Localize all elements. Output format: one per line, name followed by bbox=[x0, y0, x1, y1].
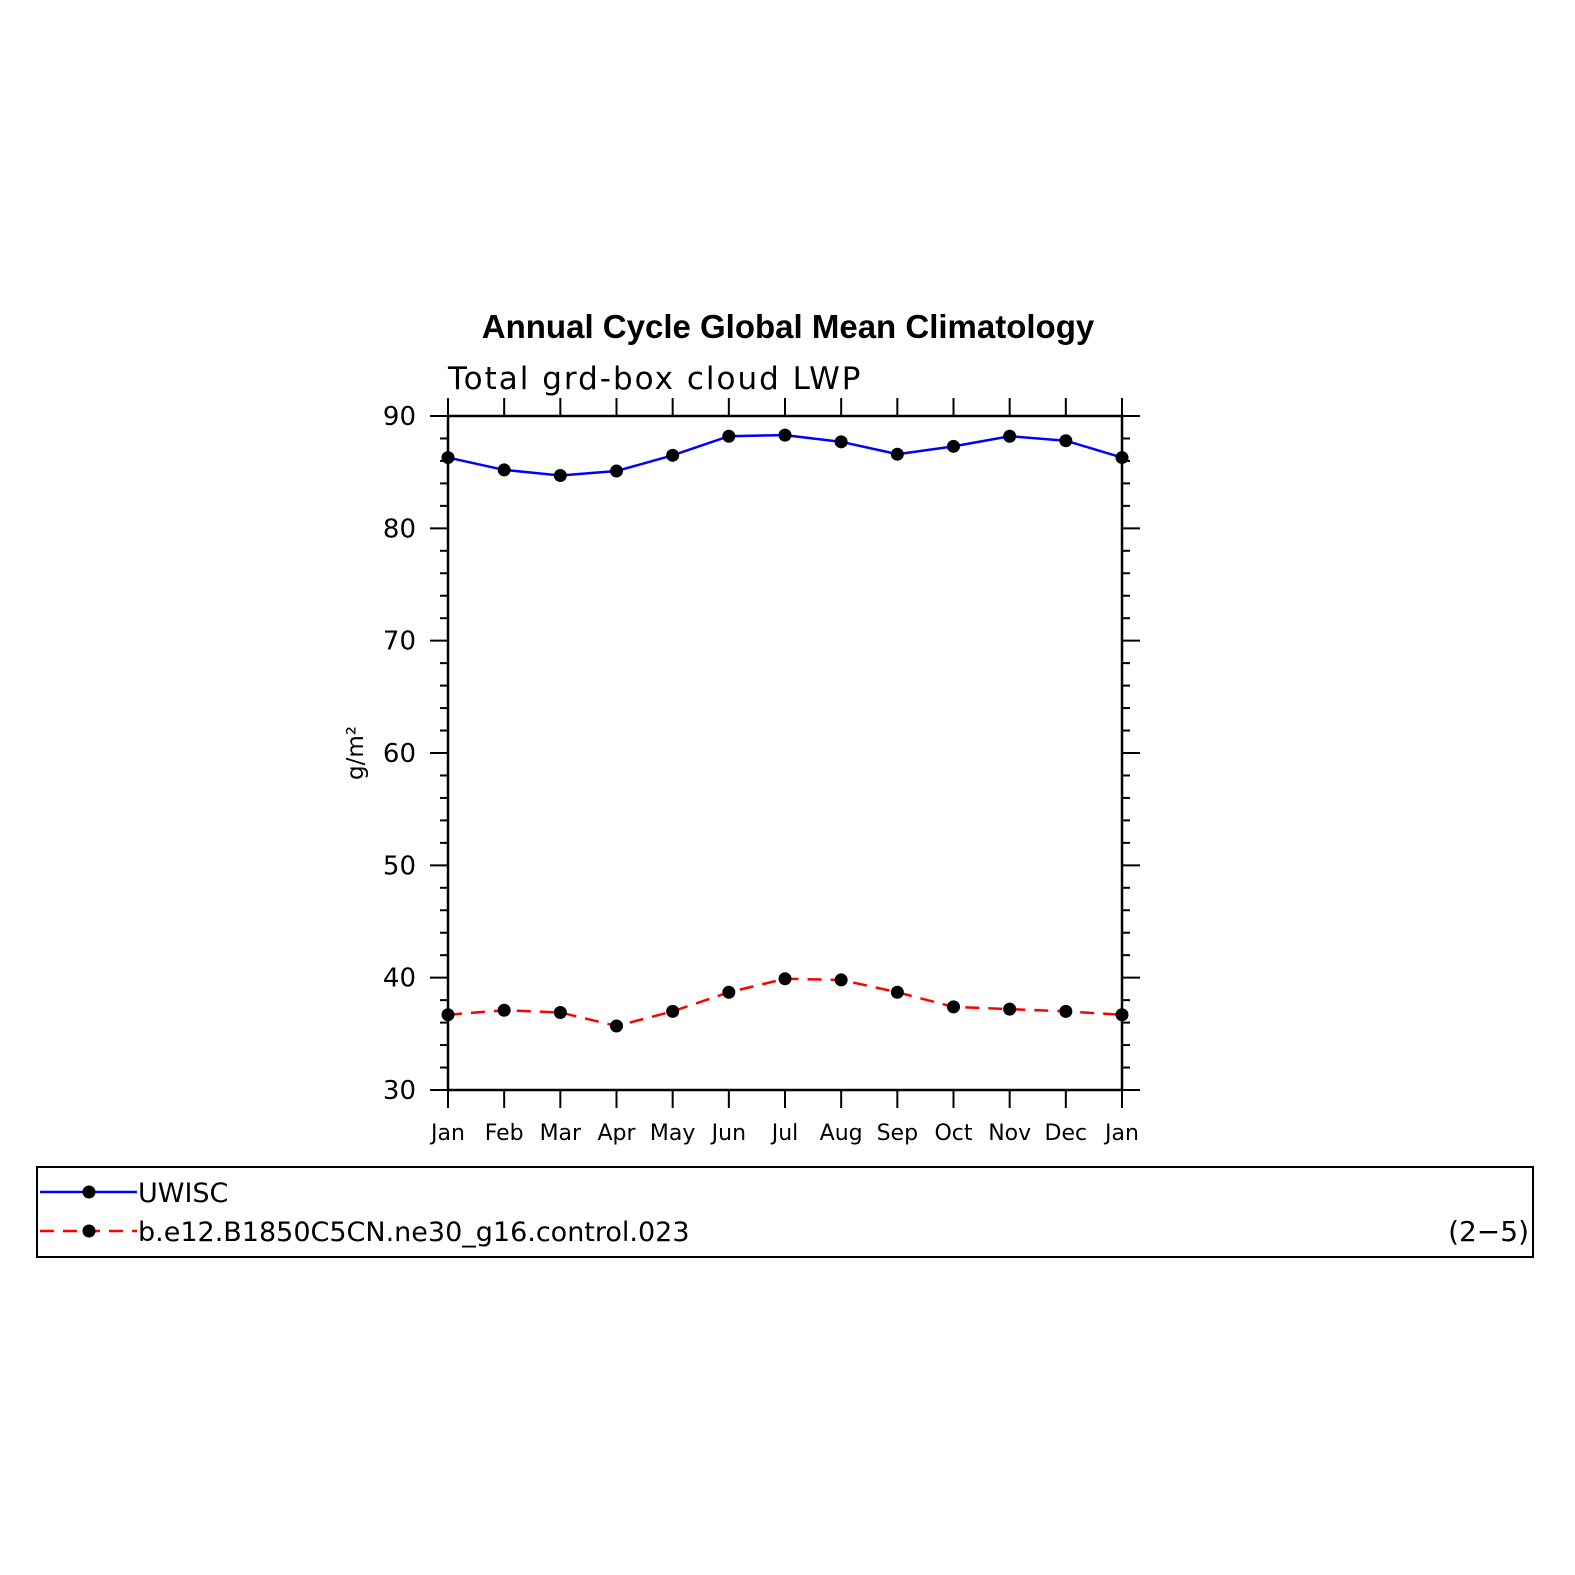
data-point-series-1 bbox=[1059, 434, 1073, 448]
x-tick-label: Jun bbox=[710, 1121, 746, 1146]
legend-label-2: b.e12.B1850C5CN.ne30_g16.control.023 bbox=[138, 1217, 690, 1248]
x-axis: Jan Feb Mar Apr May Jun Jul Aug Sep Oct Nov Dec Jan bbox=[429, 398, 1139, 1146]
data-point-series-2 bbox=[1115, 1008, 1129, 1022]
chart-title: Annual Cycle Global Mean Climatology bbox=[482, 308, 1095, 345]
data-point-series-1 bbox=[890, 447, 904, 461]
data-point-series-2 bbox=[441, 1008, 455, 1022]
data-point-series-2 bbox=[553, 1005, 567, 1019]
y-tick-label: 30 bbox=[383, 1076, 416, 1106]
x-tick-label: May bbox=[650, 1121, 695, 1146]
series-line-2 bbox=[447, 977, 1123, 1028]
data-point-series-1 bbox=[497, 463, 511, 477]
x-tick-label: Aug bbox=[820, 1121, 863, 1146]
data-point-series-1 bbox=[722, 429, 736, 443]
plot-frame bbox=[446, 414, 1124, 1092]
plot-border bbox=[446, 414, 1124, 1092]
legend-label-1: UWISC bbox=[138, 1178, 228, 1209]
data-point-series-1 bbox=[441, 451, 455, 465]
data-point-series-1 bbox=[834, 435, 848, 449]
data-point-series-2 bbox=[722, 985, 736, 999]
x-tick-label: Mar bbox=[540, 1121, 582, 1146]
data-point-series-1 bbox=[553, 469, 567, 483]
x-tick-label: Jul bbox=[770, 1121, 799, 1146]
x-tick-label: Jan bbox=[1103, 1121, 1139, 1146]
y-tick-label: 60 bbox=[383, 739, 416, 769]
legend-marker-2 bbox=[82, 1224, 96, 1238]
chart-subtitle: Total grd-box cloud LWP bbox=[447, 361, 862, 397]
data-point-series-2 bbox=[666, 1004, 680, 1018]
data-point-series-1 bbox=[610, 464, 623, 478]
data-point-series-2 bbox=[778, 972, 792, 986]
y-axis-label: g/m² bbox=[343, 726, 369, 780]
data-point-series-2 bbox=[834, 973, 848, 987]
x-tick-label: Nov bbox=[988, 1121, 1031, 1146]
y-tick-label: 80 bbox=[383, 514, 416, 544]
y-tick-label: 40 bbox=[383, 964, 416, 994]
data-point-series-2 bbox=[890, 985, 904, 999]
data-point-series-2 bbox=[1003, 1002, 1017, 1016]
x-tick-label: Feb bbox=[485, 1121, 524, 1146]
x-tick-label: Jan bbox=[429, 1121, 465, 1146]
data-point-series-2 bbox=[610, 1019, 623, 1033]
y-tick-label: 90 bbox=[383, 402, 416, 432]
y-tick-label: 70 bbox=[383, 627, 416, 657]
data-point-series-2 bbox=[497, 1003, 511, 1017]
legend-box bbox=[36, 1166, 1534, 1258]
x-tick-label: Dec bbox=[1045, 1121, 1088, 1146]
data-point-series-1 bbox=[1003, 429, 1017, 443]
panel-label: (2−5) bbox=[1448, 1215, 1529, 1248]
data-point-series-1 bbox=[778, 428, 792, 442]
series-layer bbox=[441, 428, 1129, 1033]
legend: UWISC b.e12.B1850C5CN.ne30_g16.control.02… bbox=[36, 1166, 1534, 1258]
y-tick-label: 50 bbox=[383, 851, 416, 881]
data-point-series-1 bbox=[947, 439, 960, 453]
data-point-series-1 bbox=[1115, 451, 1129, 465]
legend-marker-1 bbox=[82, 1185, 96, 1199]
data-point-series-2 bbox=[947, 1000, 960, 1014]
data-point-series-2 bbox=[1059, 1004, 1073, 1018]
x-tick-label: Sep bbox=[877, 1121, 918, 1146]
data-point-series-1 bbox=[666, 448, 680, 462]
x-tick-label: Oct bbox=[934, 1121, 972, 1146]
x-tick-label: Apr bbox=[597, 1121, 636, 1146]
y-axis: 30 40 50 60 70 80 90 bbox=[383, 402, 1140, 1106]
